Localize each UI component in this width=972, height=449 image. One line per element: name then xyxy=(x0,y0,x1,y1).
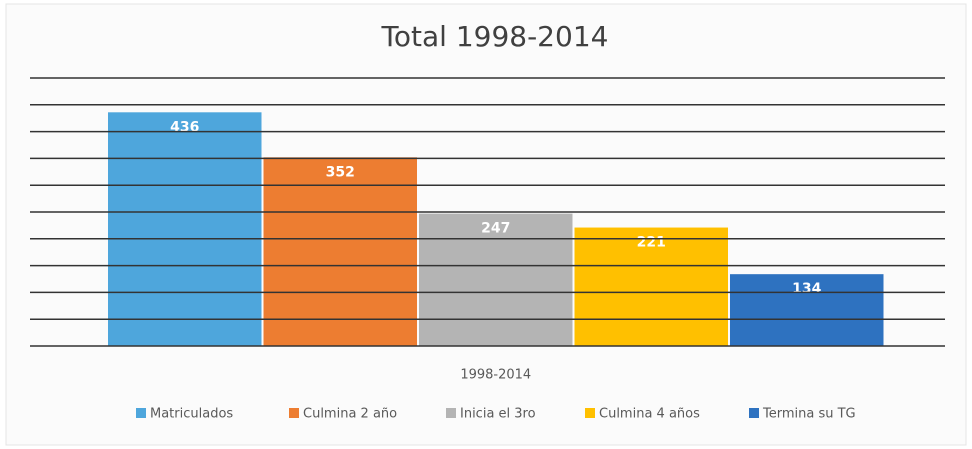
bar xyxy=(108,112,262,346)
data-label: 436 xyxy=(170,119,199,135)
legend-swatch xyxy=(289,408,299,418)
legend-label: Termina su TG xyxy=(762,407,856,422)
data-label: 247 xyxy=(481,221,510,237)
legend-label: Culmina 4 años xyxy=(599,407,700,422)
x-tick-label: 1998-2014 xyxy=(460,368,531,383)
chart-title: Total 1998-2014 xyxy=(381,20,609,53)
legend-swatch xyxy=(136,408,146,418)
bar xyxy=(574,227,728,346)
legend-swatch xyxy=(585,408,595,418)
legend-swatch xyxy=(749,408,759,418)
bar xyxy=(263,157,417,346)
legend-swatch xyxy=(446,408,456,418)
legend-label: Culmina 2 año xyxy=(303,407,397,422)
legend-label: Matriculados xyxy=(150,407,233,422)
bar xyxy=(419,213,573,346)
data-label: 221 xyxy=(637,235,666,251)
bar xyxy=(730,274,884,346)
data-label: 134 xyxy=(792,281,821,297)
legend-label: Inicia el 3ro xyxy=(460,407,536,422)
data-label: 352 xyxy=(326,164,355,180)
